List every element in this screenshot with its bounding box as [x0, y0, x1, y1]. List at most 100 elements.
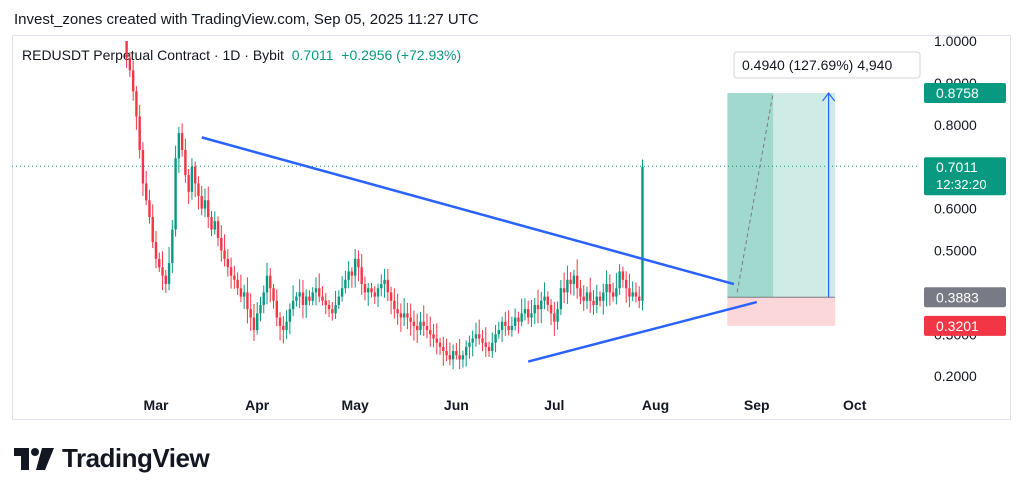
measure-label-box: [733, 51, 921, 79]
candle-body: [481, 338, 484, 343]
candle-body: [513, 317, 517, 326]
candle-body: [602, 292, 605, 301]
price-label-box: [924, 83, 1006, 104]
target-zone: [727, 93, 836, 298]
tradingview-logo[interactable]: TradingView: [14, 443, 210, 474]
candle-body: [242, 292, 246, 297]
price-label-countdown: 12:32:20: [936, 177, 987, 192]
x-tick-label: Apr: [245, 397, 270, 413]
candle-body: [536, 304, 540, 310]
candle-body: [370, 288, 373, 293]
candle-body: [353, 258, 357, 276]
y-tick-label: 0.8000: [934, 117, 977, 133]
candle-body: [344, 279, 347, 289]
candle-body: [291, 300, 295, 310]
candle-body: [154, 242, 158, 259]
candle-body: [210, 216, 213, 230]
candle-body: [569, 279, 572, 285]
x-tick-label: Oct: [843, 397, 867, 413]
candle-body: [402, 313, 406, 318]
candle-body: [396, 309, 399, 314]
candle-body: [634, 292, 638, 297]
price-label-box: [924, 157, 1006, 196]
candle-body: [455, 351, 458, 356]
candle-body: [239, 288, 243, 297]
candle-body: [553, 313, 556, 322]
candle-body: [494, 334, 497, 343]
candle-body: [184, 149, 187, 176]
candle-body: [412, 321, 416, 326]
candle-body: [256, 313, 259, 331]
candle-body: [432, 334, 435, 339]
candle-body: [389, 292, 393, 301]
tradingview-logo-icon: [14, 447, 54, 470]
candle-body: [429, 330, 432, 335]
candle-body: [321, 296, 324, 301]
candle-body: [556, 309, 559, 322]
candle-body: [340, 288, 344, 297]
candle-body: [533, 304, 536, 314]
candle-body: [135, 91, 138, 117]
y-tick-label: 0.2000: [934, 368, 977, 384]
candle-body: [517, 317, 520, 322]
candle-body: [471, 338, 474, 343]
candle-body: [318, 288, 321, 297]
measure-arrow-head: [822, 92, 836, 102]
candle-body: [190, 166, 194, 192]
candle-body: [383, 279, 386, 285]
candle-body: [174, 158, 177, 230]
candle-body: [158, 258, 161, 268]
candle-body: [562, 288, 566, 293]
candle-body: [497, 330, 501, 335]
candle-body: [474, 334, 478, 339]
candle-body: [572, 275, 576, 285]
candle-body: [223, 250, 226, 259]
candle-body: [624, 279, 628, 289]
candle-body: [438, 342, 442, 347]
candle-body: [585, 292, 589, 301]
candle-body: [435, 338, 438, 343]
candle-body: [308, 296, 311, 301]
price-label-box: [924, 287, 1006, 308]
candle-body: [249, 309, 252, 318]
candle-body: [265, 275, 269, 293]
measure-label: 0.4940 (127.69%) 4,940: [742, 57, 892, 73]
candle-body: [347, 271, 350, 280]
candle-body: [259, 304, 262, 314]
candle-body: [200, 196, 203, 209]
candle-body: [197, 183, 200, 197]
candle-body: [220, 237, 223, 251]
candle-body: [618, 271, 621, 289]
candle-body: [145, 183, 148, 201]
candle-body: [559, 288, 563, 310]
candle-body: [164, 275, 167, 285]
candle-body: [376, 288, 380, 297]
candle-body: [233, 275, 236, 280]
candle-body: [367, 288, 370, 293]
candle-body: [285, 321, 288, 331]
candle-body: [350, 271, 354, 276]
candle-body: [151, 216, 154, 243]
candle-body: [226, 258, 230, 268]
candle-body: [628, 288, 631, 297]
candle-body: [337, 296, 341, 305]
x-tick-label: May: [342, 397, 369, 413]
candle-body: [458, 355, 461, 360]
candle-body: [314, 288, 318, 293]
trendline: [201, 136, 735, 286]
candle-body: [507, 325, 510, 331]
candle-body: [575, 275, 579, 289]
chart-legend: REDUSDT Perpetual Contract · 1D · Bybit …: [22, 47, 461, 63]
candle-body: [288, 309, 292, 322]
candle-body: [598, 296, 602, 301]
candle-body: [262, 292, 265, 305]
candle-body: [360, 267, 363, 285]
candle-body: [386, 279, 390, 293]
candle-body: [615, 288, 618, 297]
candle-body: [216, 221, 220, 238]
candle-body: [161, 267, 164, 276]
candle-body: [605, 284, 608, 293]
candle-body: [229, 267, 233, 276]
target-zone-filled: [727, 93, 774, 298]
